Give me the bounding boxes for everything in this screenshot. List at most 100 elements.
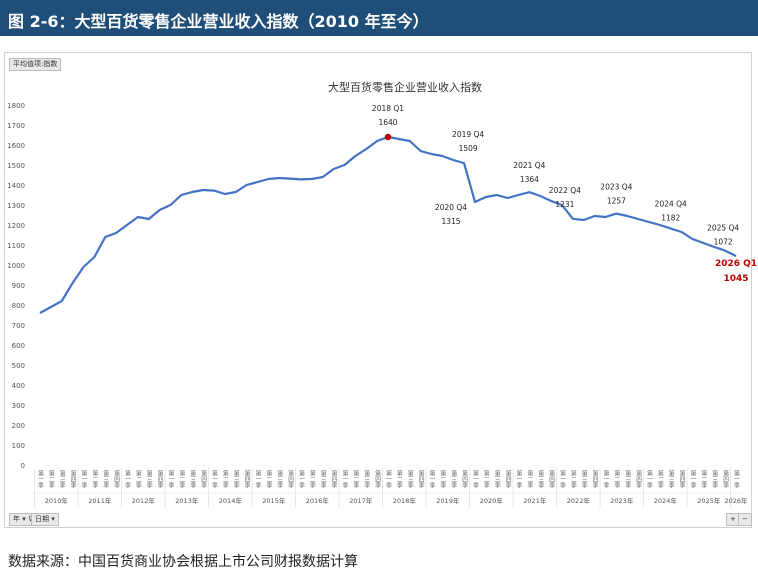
x-tick-label: 第二季 (395, 469, 402, 489)
x-tick-label: 第三季 (58, 469, 65, 489)
x-tick-label: 第二季 (178, 469, 185, 489)
year-label: 2014年 (219, 496, 243, 505)
year-label: 2018年 (393, 496, 417, 505)
x-tick-label: 第一季 (385, 469, 392, 489)
annotation-period-label: 2023 Q4 (600, 183, 632, 192)
x-tick-label: 第三季 (493, 469, 500, 489)
x-tick-label: 第三季 (189, 469, 196, 489)
x-tick-label: 第四季 (591, 469, 598, 489)
annotation-period-label: 2019 Q4 (452, 130, 484, 139)
y-tick-label: 1100 (7, 242, 25, 250)
figure-header: 图 2-6：大型百货零售企业营业收入指数（2010 年至今） (0, 0, 758, 36)
year-label: 2017年 (349, 496, 373, 505)
x-tick-label: 第二季 (613, 469, 620, 489)
year-label: 2011年 (88, 496, 112, 505)
year-filter-label: 年 ▾ (13, 515, 26, 523)
x-tick-label: 第一季 (167, 469, 174, 489)
year-label: 2012年 (132, 496, 156, 505)
x-tick-label: 第三季 (624, 469, 631, 489)
annotation-value-label: 1072 (714, 238, 733, 247)
x-tick-label: 第二季 (308, 469, 315, 489)
x-tick-label: 第四季 (417, 469, 424, 489)
annotation-value-label: 1640 (378, 118, 397, 127)
year-label: 2023年 (610, 496, 634, 505)
x-tick-label: 第三季 (537, 469, 544, 489)
x-tick-label: 第三季 (667, 469, 674, 489)
y-tick-label: 300 (12, 402, 25, 410)
y-tick-label: 500 (12, 362, 25, 370)
year-label: 2025年 (697, 496, 721, 505)
x-tick-label: 第四季 (200, 469, 207, 489)
x-tick-label: 第三季 (406, 469, 413, 489)
x-tick-label: 第三季 (276, 469, 283, 489)
x-tick-label: 第一季 (646, 469, 653, 489)
annotation-value-label: 1257 (607, 197, 626, 206)
y-tick-label: 1200 (7, 222, 25, 230)
x-tick-label: 第一季 (37, 469, 44, 489)
x-tick-label: 第四季 (548, 469, 555, 489)
y-tick-label: 1500 (7, 162, 25, 170)
x-tick-label: 第二季 (352, 469, 359, 489)
x-tick-label: 第一季 (254, 469, 261, 489)
y-tick-label: 900 (12, 282, 25, 290)
y-tick-label: 1800 (7, 102, 25, 110)
y-tick-label: 1300 (7, 202, 25, 210)
annotation-period-label: 2022 Q4 (549, 186, 581, 195)
x-tick-label: 第四季 (374, 469, 381, 489)
x-tick-label: 第一季 (298, 469, 305, 489)
x-tick-label: 第四季 (243, 469, 250, 489)
annotation-period-label: 2020 Q4 (435, 203, 467, 212)
year-label: 2020年 (480, 496, 504, 505)
x-tick-label: 第四季 (678, 469, 685, 489)
x-tick-label: 第三季 (102, 469, 109, 489)
x-tick-label: 第三季 (580, 469, 587, 489)
year-label: 2022年 (567, 496, 591, 505)
year-label: 2010年 (45, 496, 69, 505)
x-tick-label: 第一季 (515, 469, 522, 489)
y-tick-label: 1000 (7, 262, 25, 270)
x-tick-label: 第四季 (113, 469, 120, 489)
annotation-value-label: 1231 (555, 200, 574, 209)
x-tick-label: 第二季 (482, 469, 489, 489)
x-tick-label: 第四季 (504, 469, 511, 489)
x-tick-label: 第三季 (232, 469, 239, 489)
value-field-button[interactable]: 平均值项:指数 (9, 58, 62, 71)
annotation-value-label: 1045 (723, 274, 748, 284)
x-tick-label: 第四季 (461, 469, 468, 489)
x-tick-label: 第二季 (47, 469, 54, 489)
x-tick-label: 第二季 (439, 469, 446, 489)
y-tick-label: 800 (12, 302, 25, 310)
figure-title: 图 2-6：大型百货零售企业营业收入指数（2010 年至今） (8, 12, 429, 31)
annotation-period-label: 2025 Q4 (707, 224, 739, 233)
y-tick-label: 200 (12, 422, 25, 430)
x-tick-label: 第一季 (428, 469, 435, 489)
y-tick-label: 100 (12, 442, 25, 450)
x-tick-label: 第四季 (156, 469, 163, 489)
y-tick-label: 600 (12, 342, 25, 350)
x-tick-label: 第三季 (319, 469, 326, 489)
x-tick-label: 第一季 (472, 469, 479, 489)
annotation-value-label: 1182 (661, 214, 680, 223)
year-label: 2021年 (523, 496, 547, 505)
x-tick-label: 第三季 (711, 469, 718, 489)
y-tick-label: 1400 (7, 182, 25, 190)
x-tick-label: 第一季 (602, 469, 609, 489)
year-label: 2015年 (262, 496, 286, 505)
x-tick-label: 第二季 (656, 469, 663, 489)
x-tick-label: 第二季 (569, 469, 576, 489)
annotation-period-label: 2024 Q4 (655, 200, 687, 209)
annotation-value-label: 1509 (459, 144, 478, 153)
annotation-value-label: 1315 (441, 217, 460, 226)
x-tick-label: 第一季 (124, 469, 131, 489)
year-label: 2019年 (436, 496, 460, 505)
chart-frame (4, 52, 752, 528)
zoom-out-button[interactable]: − (738, 513, 752, 526)
x-tick-label: 第二季 (526, 469, 533, 489)
quarter-filter-button[interactable]: 日期 ▾ (31, 513, 59, 526)
x-tick-label: 第三季 (450, 469, 457, 489)
year-label: 2016年 (306, 496, 330, 505)
x-tick-label: 第四季 (330, 469, 337, 489)
x-tick-label: 第二季 (91, 469, 98, 489)
annotation-period-label: 2018 Q1 (372, 104, 404, 113)
